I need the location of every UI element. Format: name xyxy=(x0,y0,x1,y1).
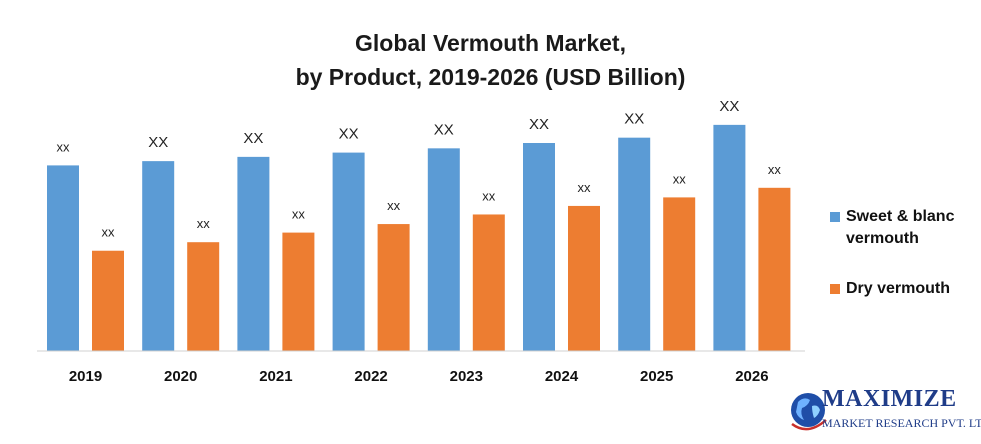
bar-sweet-blanc-vermouth-2022 xyxy=(332,152,365,351)
logo-subtitle: MARKET RESEARCH PVT. LTD. xyxy=(822,416,981,430)
legend-label-sweet-blanc-line2: vermouth xyxy=(846,230,919,247)
bar-dry-vermouth-2021 xyxy=(282,232,315,351)
legend-label-dry: Dry vermouth xyxy=(846,280,951,297)
legend-label-sweet-blanc-line1: Sweet & blanc xyxy=(846,208,955,225)
data-label-dry-vermouth-2023: xx xyxy=(482,188,496,203)
chart-title-line2: by Product, 2019-2026 (USD Billion) xyxy=(295,64,686,90)
bar-sweet-blanc-vermouth-2021 xyxy=(237,156,270,351)
legend-label-sweet-blanc: Sweet & blanc vermouth xyxy=(846,206,981,250)
x-tick-label-2025: 2025 xyxy=(640,368,673,385)
x-tick-label-2026: 2026 xyxy=(735,368,768,385)
legend-swatch-dry xyxy=(830,284,840,294)
data-label-dry-vermouth-2026: xx xyxy=(768,162,782,177)
bar-sweet-blanc-vermouth-2020 xyxy=(142,161,175,351)
bar-sweet-blanc-vermouth-2026 xyxy=(713,124,746,351)
data-label-dry-vermouth-2024: xx xyxy=(578,180,592,195)
bar-dry-vermouth-2020 xyxy=(187,242,220,351)
bar-dry-vermouth-2024 xyxy=(568,205,600,351)
bar-dry-vermouth-2019 xyxy=(92,250,124,351)
bar-dry-vermouth-2023 xyxy=(472,214,505,351)
data-label-sweet-blanc-vermouth-2023: XX xyxy=(434,121,454,138)
bar-dry-vermouth-2026 xyxy=(758,187,791,351)
bar-sweet-blanc-vermouth-2025 xyxy=(618,137,651,351)
data-label-sweet-blanc-vermouth-2024: XX xyxy=(529,116,549,133)
data-label-sweet-blanc-vermouth-2025: XX xyxy=(624,111,644,128)
globe-icon xyxy=(791,393,827,431)
bar-sweet-blanc-vermouth-2023 xyxy=(427,148,460,351)
data-label-dry-vermouth-2021: xx xyxy=(292,207,306,222)
x-tick-label-2021: 2021 xyxy=(259,368,292,385)
data-label-sweet-blanc-vermouth-2021: XX xyxy=(243,130,263,147)
bar-dry-vermouth-2025 xyxy=(663,197,696,351)
x-tick-label-2023: 2023 xyxy=(450,368,483,385)
data-label-dry-vermouth-2019: xx xyxy=(102,225,116,240)
bar-sweet-blanc-vermouth-2019 xyxy=(47,165,79,351)
chart-title-line1: Global Vermouth Market, xyxy=(355,30,626,56)
data-label-sweet-blanc-vermouth-2019: xx xyxy=(57,139,71,154)
chart-title: Global Vermouth Market, by Product, 2019… xyxy=(0,26,981,94)
logo-name: MAXIMIZE xyxy=(822,386,957,412)
data-label-sweet-blanc-vermouth-2022: XX xyxy=(339,126,359,143)
data-label-sweet-blanc-vermouth-2020: XX xyxy=(148,134,168,151)
x-tick-label-2019: 2019 xyxy=(69,368,102,385)
data-label-dry-vermouth-2025: xx xyxy=(673,171,687,186)
x-tick-label-2024: 2024 xyxy=(545,368,579,385)
data-label-dry-vermouth-2020: xx xyxy=(197,216,211,231)
bar-dry-vermouth-2022 xyxy=(377,224,410,351)
bar-sweet-blanc-vermouth-2024 xyxy=(523,143,555,351)
x-tick-label-2022: 2022 xyxy=(354,368,387,385)
legend-swatch-sweet-blanc xyxy=(830,212,840,222)
x-tick-label-2020: 2020 xyxy=(164,368,197,385)
company-logo: MAXIMIZE MARKET RESEARCH PVT. LTD. xyxy=(788,384,981,444)
data-label-sweet-blanc-vermouth-2026: XX xyxy=(719,98,739,115)
data-label-dry-vermouth-2022: xx xyxy=(387,198,401,213)
